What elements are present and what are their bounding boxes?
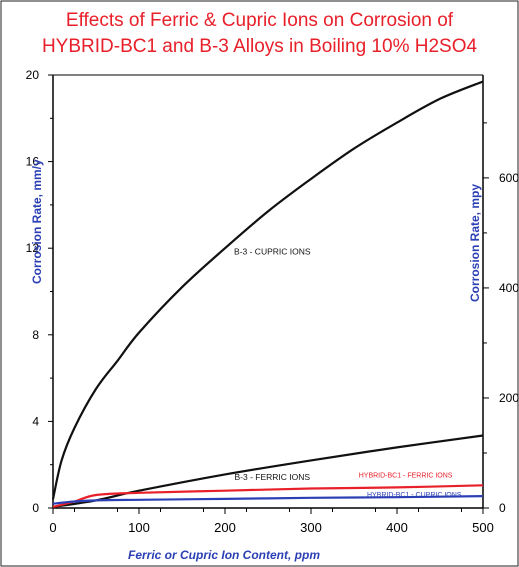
b3-cupric-line <box>51 80 484 500</box>
y-tick-label-left: 8 <box>32 328 39 342</box>
chart-subtitle: HYBRID-BC1 and B-3 Alloys in Boiling 10%… <box>41 36 478 57</box>
chart-title: Effects of Ferric & Cupric Ions on Corro… <box>65 10 454 31</box>
y-tick-label-right: 200 <box>499 391 519 405</box>
x-tick-label: 200 <box>214 520 236 535</box>
label-b3-cupric: B-3 - CUPRIC IONS <box>234 247 311 257</box>
y-tick-label-right: 400 <box>499 281 519 295</box>
y-tick-label-right: 0 <box>499 501 506 515</box>
y-tick-label-left: 0 <box>32 501 39 515</box>
x-axis-label: Ferric or Cupric Ion Content, ppm <box>128 548 321 562</box>
hybrid-ferric-line <box>52 484 484 508</box>
hybrid-cupric-line <box>52 495 484 505</box>
y-tick-label-left: 16 <box>26 155 40 169</box>
label-hybrid-cupric: HYBRID-BC1 - CUPRIC IONS <box>367 492 462 499</box>
y-axis-label-left: Corrosion Rate, mm/y <box>30 159 44 284</box>
x-tick-label: 400 <box>386 520 408 535</box>
label-hybrid-ferric: HYBRID-BC1 - FERRIC IONS <box>359 473 453 480</box>
y-tick-label-right: 600 <box>499 171 519 185</box>
y-tick-label-left: 4 <box>32 414 39 428</box>
y-tick-label-left: 20 <box>26 68 40 82</box>
y-tick-label-left: 12 <box>26 241 40 255</box>
y-axis-label-right: Corrosion Rate, mpy <box>468 183 482 302</box>
x-tick-label: 500 <box>472 520 494 535</box>
x-tick-label: 0 <box>49 520 56 535</box>
label-b3-ferric: B-3 - FERRIC IONS <box>235 472 311 482</box>
x-tick-label: 100 <box>128 520 150 535</box>
x-tick-label: 300 <box>300 520 322 535</box>
